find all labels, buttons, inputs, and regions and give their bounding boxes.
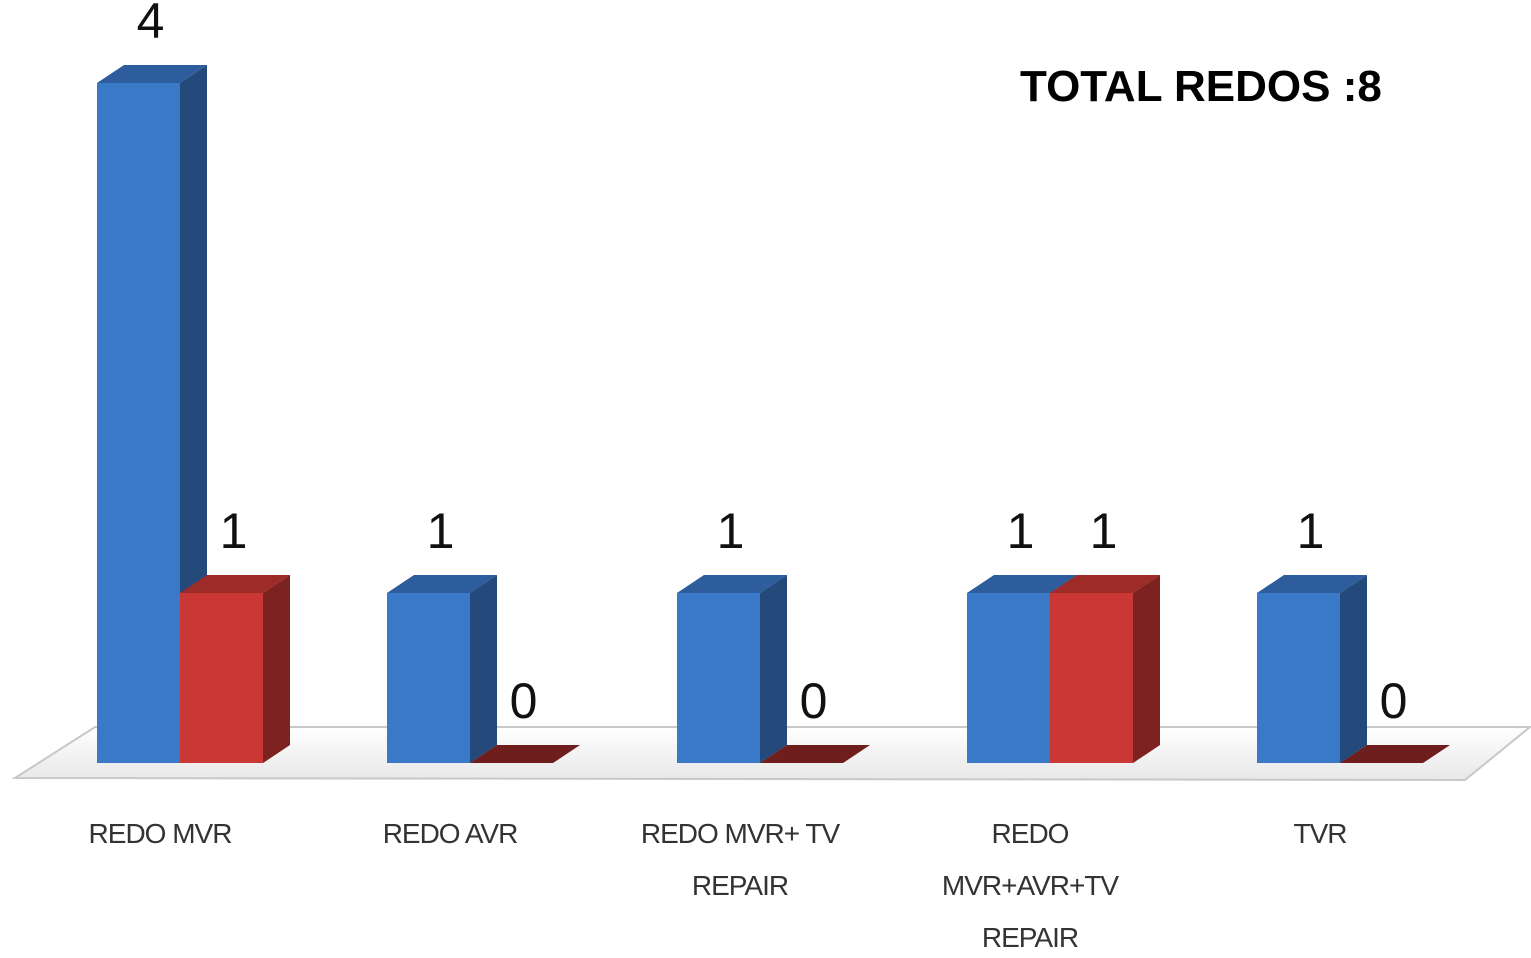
bar-top-shade: [1050, 575, 1160, 593]
value-label: 0: [1380, 673, 1408, 729]
x-tick-label: TVR: [1293, 818, 1348, 849]
bar-top: [97, 65, 207, 83]
bar-side-shade: [263, 575, 290, 763]
value-label: 1: [1090, 503, 1118, 559]
value-label: 1: [1297, 503, 1325, 559]
bar: [180, 593, 263, 763]
annotation: TOTAL REDOS :8: [1020, 62, 1382, 111]
value-label: 1: [1007, 503, 1035, 559]
bar-top-shade: [470, 745, 580, 763]
bar-side: [1133, 575, 1160, 763]
x-tick-label: REDO MVR: [88, 818, 233, 849]
bar: [387, 593, 470, 763]
bar-side: [760, 575, 787, 763]
bar-top: [1257, 575, 1367, 593]
value-label: 0: [800, 673, 828, 729]
bar-top-shade: [1257, 575, 1367, 593]
bar-side: [470, 575, 497, 763]
bar-top-shade: [760, 745, 870, 763]
value-label: 4: [137, 0, 165, 49]
bar-side: [1340, 575, 1367, 763]
bar-side-shade: [1340, 575, 1367, 763]
bar-top: [677, 575, 787, 593]
bar-top-shade: [677, 575, 787, 593]
bar-top-shade: [97, 65, 207, 83]
bar-top: [387, 575, 497, 593]
x-tick-label: REDO MVR+ TV REPAIR: [640, 818, 840, 901]
bar: [1050, 593, 1133, 763]
bar-top: [1050, 575, 1160, 593]
bar-top-shade: [1340, 745, 1450, 763]
value-label: 1: [717, 503, 745, 559]
value-label: 0: [510, 673, 538, 729]
x-tick-label: REDO AVR: [382, 818, 519, 849]
bar: [677, 593, 760, 763]
value-label: 1: [220, 503, 248, 559]
bar: [97, 83, 180, 763]
bar-top: [760, 745, 870, 763]
bar-side-shade: [470, 575, 497, 763]
bar-top: [470, 745, 580, 763]
bar-top-shade: [387, 575, 497, 593]
bar-top: [1340, 745, 1450, 763]
bar: [967, 593, 1050, 763]
bar-side-shade: [1133, 575, 1160, 763]
bar-top-shade: [180, 575, 290, 593]
bar: [1257, 593, 1340, 763]
x-tick-label: REDO MVR+AVR+TV REPAIR: [941, 818, 1119, 953]
bar-top: [967, 575, 1077, 593]
value-label: 1: [427, 503, 455, 559]
bar-side: [263, 575, 290, 763]
bar-side-shade: [760, 575, 787, 763]
bar-top: [180, 575, 290, 593]
bar-top-shade: [967, 575, 1077, 593]
